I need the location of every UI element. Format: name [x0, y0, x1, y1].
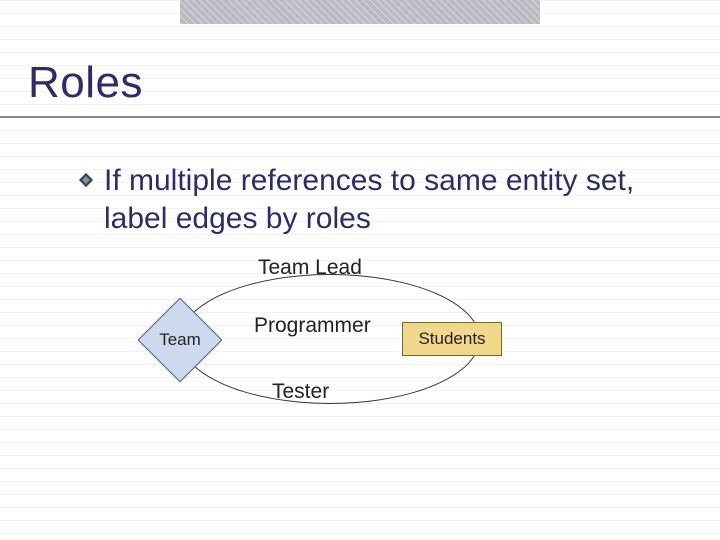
- diamond-bullet-icon: [78, 172, 94, 188]
- slide-title: Roles: [28, 58, 143, 108]
- bullet-text: If multiple references to same entity se…: [104, 162, 680, 237]
- er-diagram: Team Lead Programmer Tester Team Student…: [0, 240, 720, 500]
- role-label-team-lead: Team Lead: [258, 256, 362, 280]
- role-label-tester: Tester: [272, 380, 329, 404]
- entity-students: Students: [402, 322, 502, 356]
- bullet-item: If multiple references to same entity se…: [78, 162, 680, 237]
- entity-students-label: Students: [418, 329, 485, 349]
- entity-team-label: Team: [151, 311, 209, 369]
- decorative-topbar: [180, 0, 540, 24]
- title-underline: [0, 116, 720, 118]
- role-label-programmer: Programmer: [254, 314, 371, 338]
